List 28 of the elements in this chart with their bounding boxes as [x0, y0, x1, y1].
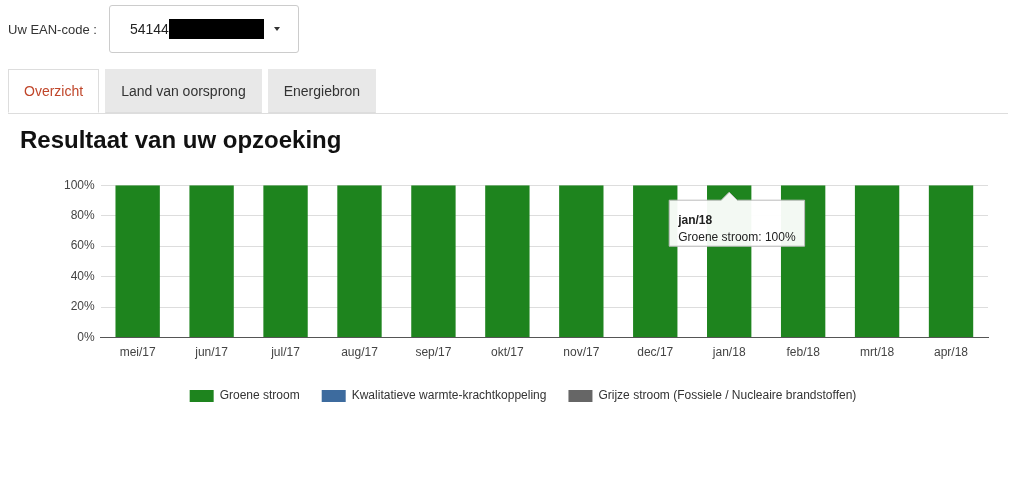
- x-tick-label: aug/17: [341, 345, 379, 360]
- y-tick-label: 40%: [70, 268, 96, 283]
- x-tick-label: nov/17: [563, 345, 600, 360]
- x-tick-label: dec/17: [637, 345, 674, 360]
- legend-label: Grijze stroom (Fossiele / Nucleaire brandstoffen): [598, 388, 857, 403]
- legend-label: Kwalitatieve warmte-krachtkoppeling: [351, 388, 547, 403]
- y-tick-label: 60%: [70, 238, 96, 253]
- x-tick-label: jun/17: [194, 345, 229, 360]
- text: Uw EAN-code :: [8, 21, 97, 37]
- chart-title: Resultaat van uw opzoeking: [20, 126, 343, 154]
- annotation: jan/18 Groene stroom: 100%: [677, 212, 796, 244]
- y-tick-label: 0%: [77, 329, 96, 344]
- text: Land van oorsprong: [105, 69, 262, 113]
- y-tick-label: 80%: [70, 207, 96, 222]
- x-tick-label: sep/17: [415, 345, 452, 360]
- x-tick-label: feb/18: [786, 345, 821, 360]
- x-tick-label: apr/18: [934, 345, 969, 360]
- text: Energiebron: [267, 69, 376, 113]
- x-tick-label: okt/17: [491, 345, 525, 360]
- text: 54144: [129, 21, 169, 37]
- text: Overzicht: [8, 69, 100, 113]
- y-tick-label: 20%: [70, 299, 96, 314]
- legend-label: Groene stroom: [219, 388, 300, 403]
- x-tick-label: jul/17: [270, 345, 301, 360]
- x-tick-label: mrt/18: [860, 345, 895, 360]
- y-tick-label: 100%: [63, 177, 96, 192]
- x-tick-label: jan/18: [711, 345, 746, 360]
- x-tick-label: mei/17: [119, 345, 156, 360]
